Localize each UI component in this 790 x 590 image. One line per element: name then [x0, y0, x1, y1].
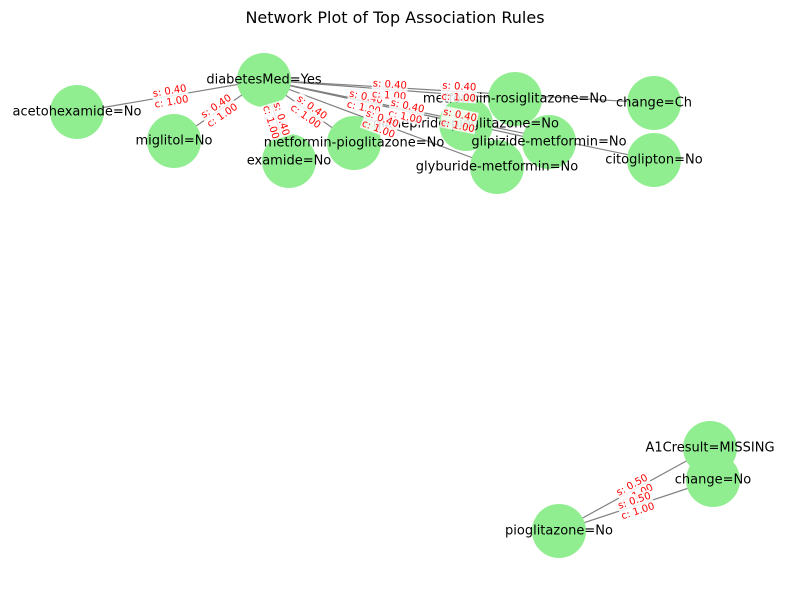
- node-label-citoglipton: citoglipton=No: [605, 153, 702, 168]
- edge-label-diabetesMed-metformin-pioglitazone: s: 0.40c: 1.00: [287, 92, 331, 131]
- node-change-No: [686, 453, 740, 507]
- edge-label-bg: [615, 489, 657, 522]
- node-label-glipizide-metformin: glipizide-metformin=No: [471, 135, 626, 150]
- edge-label-bg: [150, 82, 191, 110]
- node-metformin-rosiglitazone: [488, 72, 542, 126]
- node-label-examide: examide=No: [247, 154, 332, 169]
- node-label-acetohexamide: acetohexamide=No: [13, 105, 142, 120]
- edge-label-diabetesMed-acetohexamide: s: 0.40c: 1.00: [150, 82, 191, 111]
- node-label-glyburide-metformin: glyburide-metformin=No: [416, 160, 578, 175]
- edge-label-diabetesMed-miglitol: s: 0.40c: 1.00: [197, 91, 241, 130]
- node-label-miglitol: miglitol=No: [136, 134, 213, 149]
- edge-confidence-label: c: 1.00: [441, 91, 476, 104]
- chart-title: Network Plot of Top Association Rules: [245, 8, 545, 27]
- node-label-pioglitazone: pioglitazone=No: [505, 524, 613, 539]
- node-glipizide-metformin: [522, 115, 576, 169]
- edge-label-bg: [260, 100, 293, 141]
- node-label-change-Ch: change=Ch: [616, 96, 692, 111]
- node-acetohexamide: [50, 85, 104, 139]
- node-label-A1Cresult: A1Cresult=MISSING: [645, 441, 774, 456]
- node-diabetesMed: [237, 53, 291, 107]
- node-change-Ch: [627, 76, 681, 130]
- node-pioglitazone: [532, 504, 586, 558]
- edge-label-diabetesMed-metformin-rosiglitazone: s: 0.40c: 1.00: [370, 77, 409, 103]
- edge-support-label: s: 0.40: [372, 78, 407, 92]
- edge-label-bg: [197, 91, 241, 130]
- node-glyburide-metformin: [470, 140, 524, 194]
- edge-label-diabetesMed-citoglipton: s: 0.40c: 1.00: [439, 105, 479, 135]
- node-label-change-No: change=No: [675, 473, 751, 488]
- edge-label-bg: [370, 77, 409, 102]
- edge-label-bg: [287, 92, 331, 131]
- node-miglitol: [147, 114, 201, 168]
- edge-support-label: s: 0.40: [442, 81, 477, 94]
- edge-label-bg: [439, 105, 479, 135]
- nodes-layer: [50, 53, 740, 558]
- node-citoglipton: [627, 133, 681, 187]
- node-label-metformin-pioglitazone: metformin-pioglitazone=No: [264, 136, 445, 151]
- edge-label-diabetesMed-change-Ch: s: 0.40c: 1.00: [440, 79, 478, 104]
- edge-label-bg: [359, 106, 402, 141]
- node-label-diabetesMed: diabetesMed=Yes: [206, 73, 322, 88]
- edge-label-bg: [440, 79, 478, 104]
- node-examide: [262, 134, 316, 188]
